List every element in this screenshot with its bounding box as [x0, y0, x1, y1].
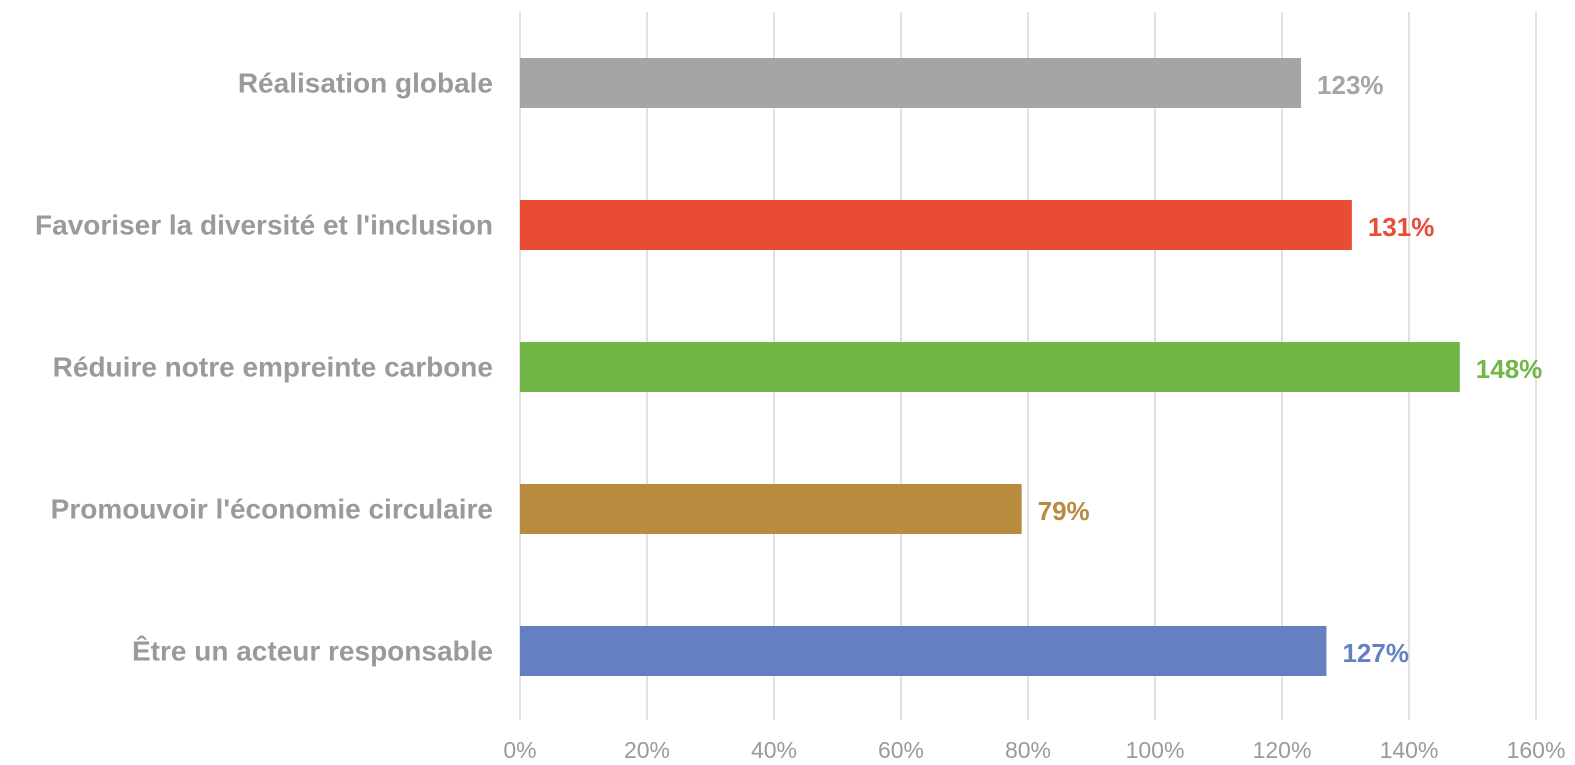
x-axis-tick-labels: 0% 20% 40% 60% 80% 100% 120% 140% 160%	[503, 737, 1565, 763]
x-tick-label: 120%	[1253, 737, 1312, 763]
data-label: 127%	[1342, 638, 1409, 668]
data-label: 79%	[1038, 496, 1090, 526]
x-tick-label: 140%	[1380, 737, 1439, 763]
x-tick-label: 100%	[1126, 737, 1185, 763]
x-tick-label: 20%	[624, 737, 670, 763]
data-label: 123%	[1317, 70, 1384, 100]
data-label: 148%	[1476, 354, 1543, 384]
x-tick-label: 40%	[751, 737, 797, 763]
x-tick-label: 160%	[1507, 737, 1566, 763]
category-label: Promouvoir l'économie circulaire	[51, 494, 493, 525]
x-tick-label: 0%	[503, 737, 536, 763]
bars	[520, 58, 1460, 676]
data-label: 131%	[1368, 212, 1435, 242]
category-label: Réalisation globale	[238, 68, 493, 99]
bar	[520, 342, 1460, 392]
data-labels: 123% 131% 148% 79% 127%	[1038, 70, 1543, 668]
bar	[520, 58, 1302, 108]
bar	[520, 484, 1022, 534]
x-tick-label: 60%	[878, 737, 924, 763]
category-label: Être un acteur responsable	[132, 636, 493, 667]
bar	[520, 626, 1327, 676]
category-labels: Réalisation globale Favoriser la diversit…	[35, 68, 493, 667]
x-tick-label: 80%	[1005, 737, 1051, 763]
category-label: Favoriser la diversité et l'inclusion	[35, 210, 493, 241]
category-label: Réduire notre empreinte carbone	[53, 352, 493, 383]
bar	[520, 200, 1352, 250]
